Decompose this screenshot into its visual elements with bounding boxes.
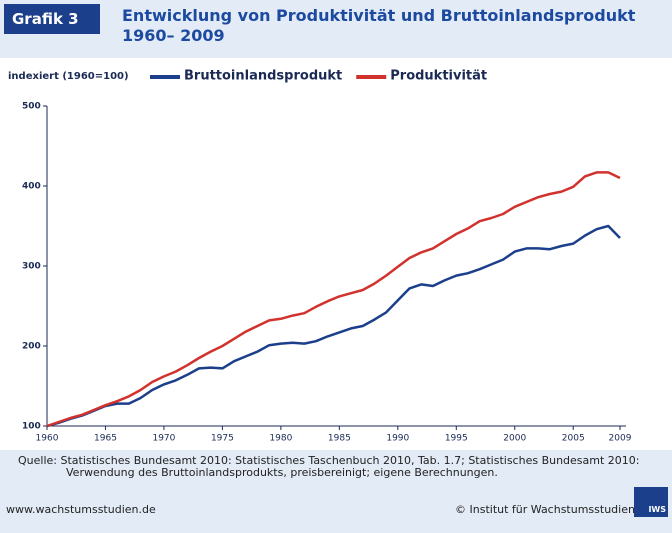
x-tick-label: 2009 — [609, 434, 632, 444]
legend-label: Produktivität — [390, 69, 487, 84]
series-line — [46, 171, 621, 428]
chart-title: Entwicklung von Produktivität und Brutto… — [122, 6, 636, 25]
title-block: Entwicklung von Produktivität und Brutto… — [122, 6, 662, 46]
x-tick-label: 1975 — [211, 434, 234, 444]
panel — [0, 58, 672, 450]
x-tick-label: 1980 — [269, 434, 292, 444]
y-axis-label: indexiert (1960=100) — [8, 71, 129, 82]
series-line — [46, 224, 621, 428]
website: www.wachstumsstudien.de — [6, 503, 156, 516]
legend-label: Bruttoinlandsprodukt — [184, 69, 342, 84]
y-tick-label: 100 — [22, 422, 41, 432]
x-tick-label: 1990 — [386, 434, 409, 444]
x-tick-label: 1960 — [36, 434, 59, 444]
y-tick-label: 200 — [22, 342, 41, 352]
badge: Grafik 3 — [4, 4, 100, 34]
x-tick-label: 1965 — [94, 434, 117, 444]
x-tick-label: 1970 — [152, 434, 175, 444]
page: {"badge": "Grafik 3", "chart_data": {"ty… — [0, 4, 672, 517]
chart-subtitle: 1960– 2009 — [122, 26, 225, 45]
x-tick-label: 2000 — [503, 434, 526, 444]
source: Quelle: Statistisches Bundesamt 2010: St… — [18, 454, 640, 479]
x-tick-label: 1995 — [445, 434, 468, 444]
x-tick-label: 2005 — [562, 434, 585, 444]
x-tick-label: 1985 — [328, 434, 351, 444]
chart: indexiert (1960=100) Bruttoinlandsprodukt… — [8, 69, 632, 444]
y-tick-label: 500 — [22, 102, 41, 112]
y-tick-label: 300 — [22, 262, 41, 272]
y-tick-label: 400 — [22, 182, 41, 192]
logo: IWS — [634, 487, 668, 517]
copyright: © Institut für Wachstumsstudien — [455, 503, 635, 516]
